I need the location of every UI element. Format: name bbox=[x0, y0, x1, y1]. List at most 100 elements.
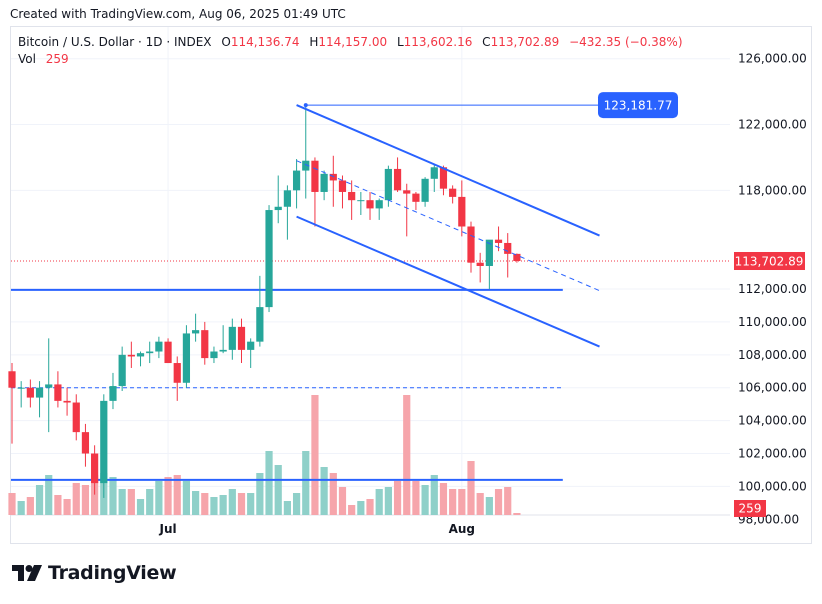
candle bbox=[100, 394, 108, 498]
volume-bar bbox=[421, 485, 429, 515]
candle bbox=[292, 159, 301, 209]
candle-body bbox=[467, 226, 475, 263]
volume-bar bbox=[449, 489, 457, 515]
volume-bar bbox=[201, 493, 209, 515]
grid-lines bbox=[11, 27, 730, 515]
low-key: L bbox=[396, 35, 404, 49]
candle-body bbox=[72, 402, 80, 433]
candle-body bbox=[247, 341, 255, 350]
candle-body bbox=[504, 242, 512, 254]
candle-body bbox=[8, 371, 16, 388]
candle bbox=[26, 379, 34, 408]
volume-bar bbox=[494, 489, 503, 515]
price-axis-tick: 122,000.00 bbox=[738, 118, 807, 132]
tradingview-wordmark: TradingView bbox=[48, 562, 177, 584]
candle bbox=[476, 252, 484, 283]
volume-bar bbox=[45, 475, 53, 515]
price-axis-tick: 126,000.00 bbox=[738, 52, 807, 66]
candle bbox=[127, 341, 135, 368]
candle-body bbox=[118, 354, 126, 387]
ohlc-legend: Bitcoin / U.S. Dollar · 1D · INDEX O114,… bbox=[18, 34, 683, 68]
volume-bar bbox=[63, 499, 71, 515]
tradingview-logo[interactable]: TradingView bbox=[12, 562, 177, 584]
volume-bar bbox=[485, 497, 493, 515]
volume-bar bbox=[54, 495, 62, 515]
candle-body bbox=[311, 160, 319, 192]
volume-bar bbox=[504, 487, 512, 515]
volume-bar bbox=[302, 451, 310, 515]
candle-body bbox=[357, 200, 365, 202]
candle-body bbox=[449, 188, 457, 197]
candle-body bbox=[182, 333, 191, 383]
volume-bar bbox=[274, 465, 282, 515]
volume-key: Vol bbox=[18, 52, 36, 66]
candle bbox=[182, 325, 191, 388]
candle bbox=[348, 180, 356, 220]
volume-bar bbox=[476, 493, 484, 515]
candle bbox=[375, 198, 383, 220]
price-axis-tick: 118,000.00 bbox=[738, 183, 807, 197]
candle bbox=[467, 221, 475, 273]
volume-bar bbox=[182, 481, 191, 515]
volume-bar bbox=[467, 461, 475, 515]
chart-frame bbox=[10, 26, 812, 544]
volume-bar bbox=[26, 497, 34, 515]
candle bbox=[302, 105, 310, 199]
time-axis-tick: Jul bbox=[158, 522, 176, 536]
candle bbox=[256, 275, 264, 347]
candle bbox=[219, 325, 227, 354]
volume-bars bbox=[8, 395, 521, 515]
volume-bar bbox=[192, 491, 200, 515]
high-key: H bbox=[309, 35, 319, 49]
candle-body bbox=[219, 349, 227, 352]
candle-body bbox=[412, 193, 420, 202]
open-value: 114,136.74 bbox=[230, 35, 300, 49]
candle-body bbox=[210, 351, 218, 359]
volume-bar bbox=[118, 489, 126, 515]
candle-body bbox=[26, 387, 34, 398]
close-key: C bbox=[482, 35, 491, 49]
candle-body bbox=[302, 160, 310, 171]
price-axis-tick: 108,000.00 bbox=[738, 348, 807, 362]
symbol-title[interactable]: Bitcoin / U.S. Dollar · 1D · INDEX bbox=[18, 35, 212, 49]
candle bbox=[118, 346, 126, 392]
volume-bar bbox=[375, 489, 383, 515]
volume-bar bbox=[256, 473, 264, 515]
candle-body bbox=[403, 190, 411, 194]
volume-bar bbox=[283, 501, 291, 515]
candle bbox=[54, 371, 62, 408]
candle-body bbox=[329, 173, 337, 181]
open-key: O bbox=[221, 35, 231, 49]
volume-bar bbox=[412, 481, 420, 515]
volume-bar bbox=[329, 473, 337, 515]
candle bbox=[485, 239, 493, 290]
volume-bar bbox=[81, 485, 90, 515]
volume-bar bbox=[35, 485, 44, 515]
high-price-label: 123,181.77 bbox=[604, 99, 673, 113]
volume-bar bbox=[17, 501, 25, 515]
candle-body bbox=[127, 354, 135, 357]
candle bbox=[247, 338, 255, 368]
candle bbox=[164, 338, 172, 364]
candle-body bbox=[476, 262, 484, 266]
candle bbox=[449, 185, 457, 204]
candle-body bbox=[91, 453, 99, 484]
close-value: 113,702.89 bbox=[490, 35, 560, 49]
candle bbox=[504, 233, 512, 278]
candle-body bbox=[256, 307, 264, 342]
candles bbox=[8, 105, 521, 498]
high-marker-dot bbox=[303, 103, 308, 108]
candle-body bbox=[146, 351, 154, 354]
candle bbox=[72, 394, 80, 441]
candle bbox=[311, 157, 319, 227]
chart-caption: Created with TradingView.com, Aug 06, 20… bbox=[10, 7, 346, 21]
volume-bar bbox=[237, 493, 246, 515]
volume-bar bbox=[292, 493, 301, 515]
candle-body bbox=[201, 330, 209, 359]
candle-body bbox=[164, 341, 172, 364]
volume-bar bbox=[366, 499, 374, 515]
price-axis: 130,000.00126,000.00122,000.00118,000.00… bbox=[738, 52, 807, 527]
candle-body bbox=[173, 363, 181, 383]
price-axis-tick: 112,000.00 bbox=[738, 282, 807, 296]
